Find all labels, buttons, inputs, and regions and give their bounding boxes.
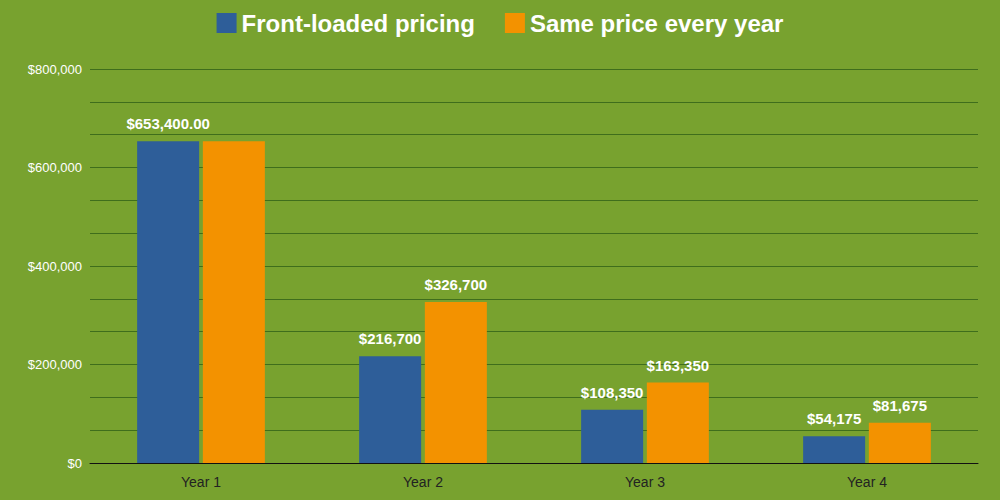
svg-text:Year 3: Year 3 bbox=[625, 474, 665, 490]
svg-text:$54,175: $54,175 bbox=[807, 410, 861, 427]
svg-text:$200,000: $200,000 bbox=[28, 357, 82, 372]
svg-text:Year 2: Year 2 bbox=[403, 474, 443, 490]
svg-text:$326,700: $326,700 bbox=[425, 276, 488, 293]
svg-text:Front-loaded pricing: Front-loaded pricing bbox=[242, 10, 475, 37]
svg-text:$653,400.00: $653,400.00 bbox=[126, 115, 209, 132]
svg-text:Year 1: Year 1 bbox=[181, 474, 221, 490]
svg-text:$108,350: $108,350 bbox=[581, 384, 644, 401]
svg-text:$600,000: $600,000 bbox=[28, 160, 82, 175]
svg-text:Year 4: Year 4 bbox=[847, 474, 887, 490]
svg-text:$163,350: $163,350 bbox=[647, 357, 710, 374]
svg-text:$81,675: $81,675 bbox=[873, 397, 927, 414]
svg-text:$216,700: $216,700 bbox=[359, 330, 422, 347]
svg-text:Same price every year: Same price every year bbox=[530, 10, 784, 37]
svg-text:$400,000: $400,000 bbox=[28, 259, 82, 274]
svg-text:$800,000: $800,000 bbox=[28, 62, 82, 77]
svg-text:$0: $0 bbox=[68, 456, 82, 471]
